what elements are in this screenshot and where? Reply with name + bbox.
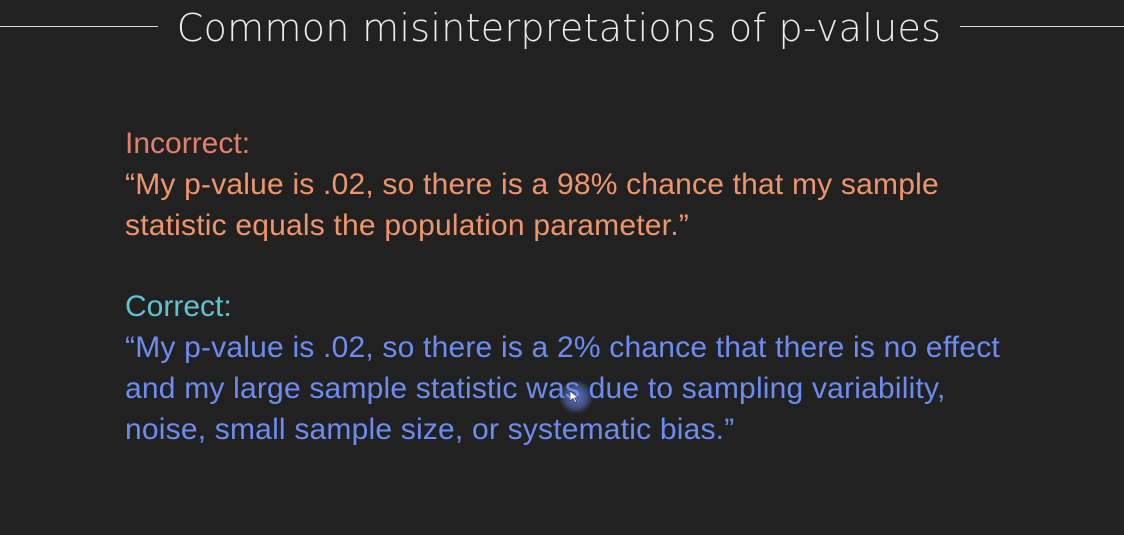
slide-title: Common misinterpretations of p-values [176, 6, 942, 50]
slide-content: Incorrect: “My p-value is .02, so there … [125, 124, 1005, 450]
title-rule-left [0, 26, 158, 27]
correct-label: Correct: [125, 290, 232, 323]
title-rule-right [960, 26, 1124, 27]
incorrect-label: Incorrect: [125, 127, 251, 160]
correct-statement: “My p-value is .02, so there is a 2% cha… [125, 331, 1000, 446]
mouse-pointer-icon [559, 380, 593, 414]
title-row: Common misinterpretations of p-values [0, 0, 1124, 58]
cursor-arrow-icon [570, 391, 580, 403]
incorrect-statement: “My p-value is .02, so there is a 98% ch… [125, 168, 939, 242]
